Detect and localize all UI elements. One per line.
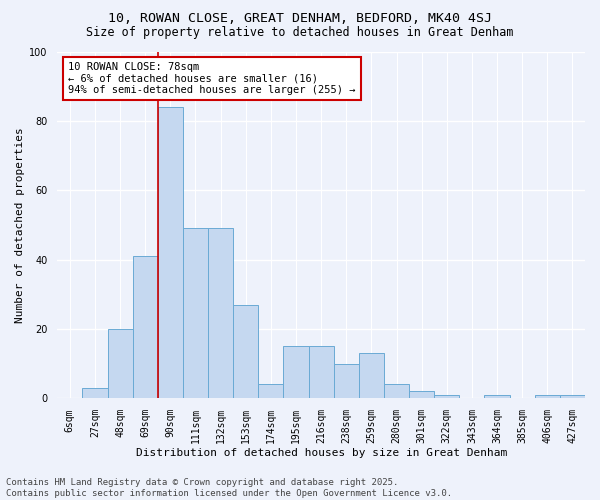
Bar xyxy=(434,395,460,398)
Bar xyxy=(359,354,384,399)
Bar xyxy=(283,346,308,399)
Text: 10 ROWAN CLOSE: 78sqm
← 6% of detached houses are smaller (16)
94% of semi-detac: 10 ROWAN CLOSE: 78sqm ← 6% of detached h… xyxy=(68,62,355,95)
Bar xyxy=(308,346,334,399)
Bar xyxy=(560,395,585,398)
Bar xyxy=(133,256,158,398)
Bar xyxy=(82,388,107,398)
Bar xyxy=(208,228,233,398)
Bar xyxy=(384,384,409,398)
Y-axis label: Number of detached properties: Number of detached properties xyxy=(15,127,25,323)
Bar xyxy=(233,304,259,398)
Bar xyxy=(183,228,208,398)
Text: 10, ROWAN CLOSE, GREAT DENHAM, BEDFORD, MK40 4SJ: 10, ROWAN CLOSE, GREAT DENHAM, BEDFORD, … xyxy=(108,12,492,26)
Bar xyxy=(158,107,183,399)
Bar xyxy=(259,384,283,398)
Text: Contains HM Land Registry data © Crown copyright and database right 2025.
Contai: Contains HM Land Registry data © Crown c… xyxy=(6,478,452,498)
Bar xyxy=(409,392,434,398)
Bar xyxy=(484,395,509,398)
Text: Size of property relative to detached houses in Great Denham: Size of property relative to detached ho… xyxy=(86,26,514,39)
Bar xyxy=(535,395,560,398)
Bar xyxy=(334,364,359,398)
Bar xyxy=(107,329,133,398)
X-axis label: Distribution of detached houses by size in Great Denham: Distribution of detached houses by size … xyxy=(136,448,507,458)
